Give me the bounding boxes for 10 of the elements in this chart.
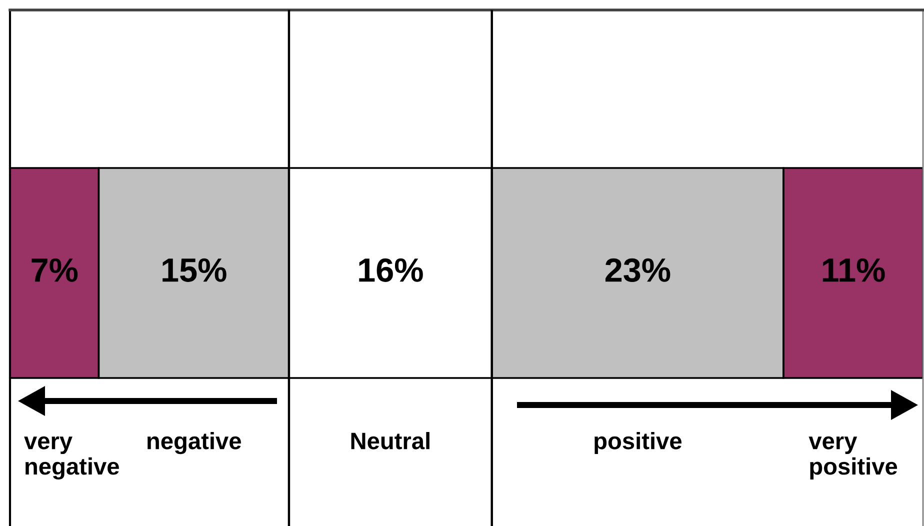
data-label: 15% [162,258,226,282]
text: Neutral [351,432,430,450]
text: negative [148,432,241,454]
data-label: 11% [822,258,885,282]
data-label: 23% [605,258,670,282]
data-label: 16% [359,258,423,282]
text: positive [594,432,682,454]
text: very positive [808,436,898,480]
data-label: 7% [32,258,78,282]
text: very negative [24,436,119,480]
